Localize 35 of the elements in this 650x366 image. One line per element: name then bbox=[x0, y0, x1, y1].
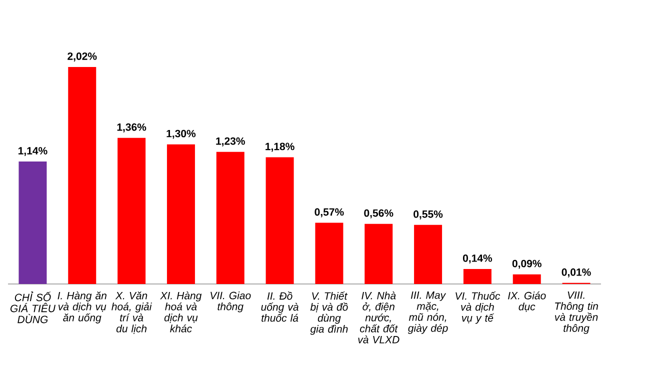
bar bbox=[414, 224, 442, 284]
x-tick-label: I. Hàng ăn và dịch vụ ăn uống bbox=[58, 292, 106, 324]
data-label: 0,09% bbox=[512, 260, 542, 269]
bar bbox=[512, 274, 541, 284]
bar bbox=[216, 152, 244, 284]
x-tick-label: CHỈ SỐ GIÁ TIÊU DÙNG bbox=[10, 292, 56, 324]
x-tick-label: II. Đồ uống và thuốc lá bbox=[261, 292, 298, 322]
bar bbox=[68, 66, 96, 284]
data-label: 0,57% bbox=[314, 208, 344, 218]
data-label: 1,36% bbox=[117, 123, 146, 132]
data-label: 1,23% bbox=[216, 137, 245, 146]
data-label: 0,14% bbox=[462, 254, 492, 264]
x-tick-label: V. Thiết bị và đồ dùng gia đình bbox=[310, 292, 348, 335]
bar bbox=[118, 138, 146, 284]
x-tick-label: VIII. Thông tin và truyền thông bbox=[554, 292, 598, 334]
bar bbox=[463, 268, 492, 284]
bar bbox=[18, 162, 47, 284]
data-label: 1,18% bbox=[266, 142, 294, 152]
data-label: 1,30% bbox=[166, 130, 196, 139]
x-tick-label: X. Văn hoá, giải trí và du lịch bbox=[112, 292, 152, 334]
data-label: 1,14% bbox=[18, 147, 48, 156]
data-label: 0,01% bbox=[562, 268, 591, 278]
x-tick-label: VII. Giao thông bbox=[210, 292, 251, 312]
bar bbox=[315, 222, 344, 284]
x-tick-label: III. May mặc, mũ nón, giày dép bbox=[408, 292, 448, 334]
x-tick-label: VI. Thuốc và dịch vụ y tế bbox=[456, 292, 500, 324]
x-tick-label: IX. Giáo dục bbox=[508, 292, 546, 312]
x-tick-label: XI. Hàng hoá và dịch vụ khác bbox=[160, 292, 202, 332]
bar bbox=[364, 224, 393, 284]
x-tick-label: IV. Nhà ở, điện nước, chất đốt và VLXD bbox=[358, 292, 400, 344]
bar bbox=[166, 144, 195, 284]
bar bbox=[266, 157, 294, 284]
data-label: 0,55% bbox=[414, 210, 443, 220]
data-label: 0,56% bbox=[364, 209, 394, 218]
data-label: 2,02% bbox=[68, 52, 97, 62]
